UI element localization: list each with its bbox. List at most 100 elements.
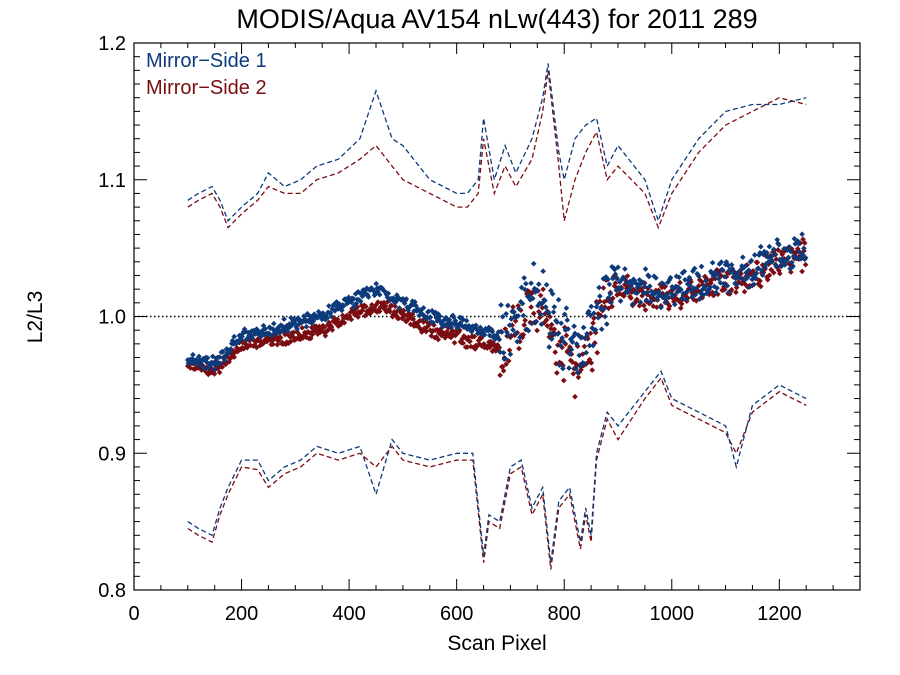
data-point — [528, 304, 534, 310]
data-point — [614, 275, 620, 282]
data-point — [558, 320, 565, 327]
data-point — [521, 275, 528, 281]
data-point — [721, 286, 728, 293]
data-point — [281, 316, 287, 322]
data-point — [600, 285, 607, 291]
data-point — [726, 289, 732, 295]
data-point — [554, 331, 561, 337]
x-tick-label: 600 — [440, 603, 473, 625]
data-point — [634, 296, 640, 303]
data-point — [662, 299, 669, 306]
data-point — [498, 302, 504, 308]
data-point — [693, 285, 700, 292]
data-point — [437, 313, 443, 320]
data-point — [511, 309, 517, 315]
data-point — [770, 269, 777, 276]
data-point — [751, 252, 758, 258]
data-point — [525, 327, 532, 334]
data-point — [529, 320, 535, 327]
data-point — [642, 307, 649, 313]
data-point — [294, 326, 300, 332]
data-point — [510, 327, 516, 333]
data-point — [589, 367, 596, 373]
data-point — [584, 330, 590, 337]
data-point — [676, 274, 682, 281]
data-point — [587, 330, 594, 337]
data-point — [376, 308, 383, 315]
data-point — [678, 301, 685, 307]
data-point — [357, 298, 364, 305]
plot-area — [134, 63, 860, 570]
data-point — [528, 280, 534, 287]
data-point — [376, 291, 383, 298]
data-point — [671, 292, 677, 299]
data-point — [211, 366, 218, 373]
data-point — [725, 262, 731, 269]
data-point — [570, 370, 577, 377]
data-point — [683, 288, 690, 295]
data-point — [574, 369, 581, 376]
data-point — [515, 313, 522, 319]
data-point — [420, 305, 427, 311]
data-point — [590, 320, 596, 326]
data-point — [698, 263, 705, 270]
data-point — [640, 279, 646, 286]
data-point — [696, 296, 703, 302]
data-point — [601, 305, 608, 312]
legend-item-mirror-side-2: Mirror−Side 2 — [146, 77, 267, 99]
data-point — [590, 342, 596, 349]
axis-tick-labels: 0 200 400 600 800 1000 1200 0.8 0.9 1.0 1.1 1.2 — [98, 33, 801, 625]
series-mirror-side-1 — [184, 63, 809, 563]
data-point — [497, 372, 503, 379]
data-point — [363, 303, 369, 310]
data-point — [791, 235, 798, 242]
data-point — [560, 362, 566, 369]
data-point — [348, 316, 355, 323]
data-point — [520, 312, 527, 319]
data-point — [341, 319, 348, 326]
data-point — [612, 280, 619, 286]
data-point — [554, 370, 560, 376]
data-point — [430, 319, 436, 326]
data-point — [764, 276, 771, 283]
data-point — [714, 271, 721, 278]
data-point — [560, 377, 567, 384]
data-point — [594, 349, 601, 356]
data-point — [395, 315, 402, 322]
axis-ticks — [133, 42, 861, 591]
data-point — [775, 247, 781, 253]
data-point — [512, 330, 519, 337]
data-point — [696, 273, 702, 280]
data-point — [776, 270, 783, 277]
data-point — [565, 326, 571, 332]
data-point — [730, 269, 737, 276]
data-point — [518, 284, 525, 291]
data-point — [715, 275, 722, 282]
data-point — [519, 300, 526, 307]
x-tick-label: 1200 — [757, 603, 802, 625]
data-point — [560, 365, 566, 372]
data-point — [702, 277, 709, 284]
data-point — [329, 327, 336, 333]
legend-item-mirror-side-1: Mirror−Side 1 — [146, 50, 267, 72]
data-point — [529, 295, 536, 302]
x-tick-label: 400 — [332, 603, 365, 625]
data-point — [542, 297, 548, 304]
data-point — [733, 289, 739, 296]
data-point — [542, 304, 549, 310]
y-tick-label: 1.0 — [98, 307, 126, 329]
data-point — [608, 299, 614, 306]
data-point — [321, 324, 328, 330]
data-point — [373, 280, 380, 287]
data-point — [548, 336, 555, 342]
data-point — [555, 296, 562, 303]
data-point — [534, 287, 540, 293]
x-tick-label: 0 — [128, 603, 139, 625]
data-point — [745, 267, 752, 274]
data-point — [642, 266, 649, 272]
data-point — [575, 374, 582, 381]
data-point — [802, 261, 809, 268]
data-point — [592, 327, 599, 333]
data-point — [802, 254, 809, 261]
lower-envelope-line — [187, 376, 807, 570]
